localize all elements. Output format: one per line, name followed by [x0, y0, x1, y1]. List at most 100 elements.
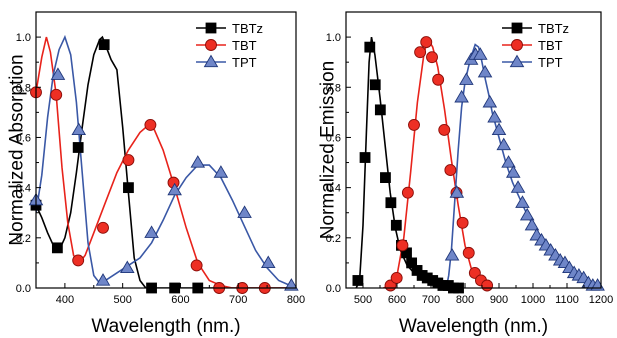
- data-point-tbt-4: [97, 221, 109, 234]
- data-point-tbtz-2: [359, 152, 371, 163]
- x-tick-label-700: 700: [229, 294, 247, 306]
- data-point-tbt-2: [390, 272, 403, 284]
- x-tick-label-1200: 1200: [589, 294, 613, 306]
- legend-marker-tbt: [511, 39, 523, 51]
- y-axis-title: Normalized Absorption: [7, 54, 28, 245]
- legend-label-tbt: TBT: [232, 38, 257, 53]
- data-point-tbt-2: [50, 88, 63, 101]
- x-tick-label-500: 500: [354, 294, 372, 306]
- plot-frame: [345, 11, 602, 289]
- data-point-tpt-11: [491, 122, 507, 136]
- x-tick-label-900: 900: [490, 294, 508, 306]
- data-point-tbtz-8: [390, 219, 402, 231]
- legend-marker-tpt: [203, 54, 219, 68]
- series-line-tpt: [36, 34, 296, 288]
- chart-panel-1: 400 500 600 700 800 0.0 0.2 0.4 0.6 0.8 1.0 Wavelen…: [7, 11, 305, 337]
- y-tick-label-2: 0.4: [326, 183, 341, 195]
- x-tick-label-800: 800: [456, 294, 474, 306]
- y-tick-label-4: 0.8: [326, 82, 341, 94]
- x-tick-label-400: 400: [56, 294, 74, 306]
- data-point-tbt-6: [414, 46, 427, 59]
- data-point-tpt-18: [524, 217, 540, 231]
- x-tick-label-1000: 1000: [521, 294, 545, 306]
- data-point-tbt-7: [420, 36, 433, 49]
- data-point-tpt-9: [482, 94, 498, 108]
- data-point-tbt-9: [432, 73, 445, 86]
- data-point-tpt-14: [505, 165, 521, 178]
- data-point-tbtz-4: [98, 39, 110, 51]
- data-point-tpt-13: [501, 155, 516, 168]
- data-point-tpt-3: [454, 89, 469, 103]
- legend-label-tbtz: TBTz: [538, 21, 569, 36]
- plot-area: [355, 36, 601, 288]
- data-point-tpt-12: [496, 137, 512, 151]
- data-point-tpt-12: [284, 278, 299, 291]
- data-point-tpt-16: [515, 195, 530, 208]
- y-tick-label-3: 0.6: [326, 132, 341, 144]
- data-point-tbt-3: [396, 239, 409, 252]
- data-point-tpt-2: [50, 67, 66, 80]
- y-tick-label-0: 0.0: [16, 283, 31, 295]
- y-tick-label-5: 1.0: [16, 32, 31, 44]
- chart-panel-2: 500 600 700 800 900 1000 1100 1200 0.0 0.2 0.4 0.6 0…: [318, 11, 613, 337]
- x-axis-title: Wavelength (nm.): [399, 316, 548, 337]
- data-point-tbt-4: [401, 186, 414, 199]
- legend-label-tbtz: TBTz: [232, 21, 263, 36]
- x-axis-title: Wavelength (nm.): [91, 316, 240, 337]
- data-point-tpt-4: [459, 72, 474, 85]
- legend-label-tpt: TPT: [232, 55, 257, 70]
- y-tick-label-1: 0.2: [326, 233, 341, 245]
- data-point-tpt-9: [213, 165, 229, 178]
- data-point-tbtz-4: [369, 79, 381, 91]
- y-tick-label-4: 0.8: [16, 82, 31, 94]
- y-tick-label-3: 0.6: [16, 132, 31, 144]
- plot-area: [36, 34, 296, 288]
- data-point-tpt-10: [487, 109, 502, 123]
- data-point-tpt-17: [519, 207, 535, 221]
- legend: TBTz TBT TPT: [502, 21, 569, 70]
- plot-frame: [35, 11, 297, 289]
- data-point-tbtz-7: [385, 197, 397, 209]
- y-tick-label-1: 0.2: [16, 233, 31, 245]
- data-point-tbtz-2: [51, 242, 63, 254]
- data-point-tpt-3: [71, 122, 87, 136]
- data-point-tpt-4: [95, 273, 111, 286]
- data-point-tbtz-11: [406, 257, 418, 269]
- data-point-tbt-8: [426, 51, 438, 64]
- data-point-tbt-5: [408, 118, 420, 131]
- x-tick-label-600: 600: [388, 294, 406, 306]
- legend-label-tbt: TBT: [538, 38, 563, 53]
- legend-marker-tpt: [509, 54, 525, 68]
- data-point-tbtz-1: [352, 275, 364, 286]
- data-point-tpt-2: [449, 185, 465, 198]
- data-point-tpt-5: [120, 260, 135, 274]
- data-point-tbt-17: [481, 279, 494, 292]
- x-tick-label-500: 500: [113, 294, 131, 306]
- legend-label-tpt: TPT: [538, 55, 563, 70]
- data-point-tbt-13: [456, 216, 469, 229]
- data-point-tpt-1: [444, 247, 460, 261]
- data-point-tpt-6: [144, 225, 159, 238]
- data-point-tbt-11: [444, 164, 457, 177]
- data-point-tpt-10: [237, 205, 252, 218]
- data-point-tbt-14: [462, 246, 475, 259]
- y-tick-label-5: 1.0: [326, 32, 341, 44]
- legend-marker-tbtz: [205, 22, 217, 34]
- data-point-tpt-15: [510, 180, 526, 193]
- series-line-tbtz: [36, 35, 296, 288]
- series-line-tbt: [36, 36, 296, 288]
- data-point-tpt-11: [260, 255, 276, 269]
- legend-marker-tbtz: [511, 22, 523, 34]
- y-axis-title: Normalized Emission: [318, 61, 339, 239]
- data-point-tpt-8: [477, 64, 493, 78]
- legend-marker-tbt: [205, 39, 217, 51]
- x-tick-label-1100: 1100: [555, 294, 579, 306]
- data-point-tbt-5: [122, 154, 135, 166]
- data-point-tbtz-3: [72, 142, 84, 153]
- x-tick-label-800: 800: [287, 294, 305, 306]
- y-tick-label-0: 0.0: [326, 283, 341, 295]
- data-point-tbt-6: [144, 118, 157, 131]
- data-point-tbt-3: [72, 254, 85, 267]
- data-point-tbtz-5: [374, 104, 386, 116]
